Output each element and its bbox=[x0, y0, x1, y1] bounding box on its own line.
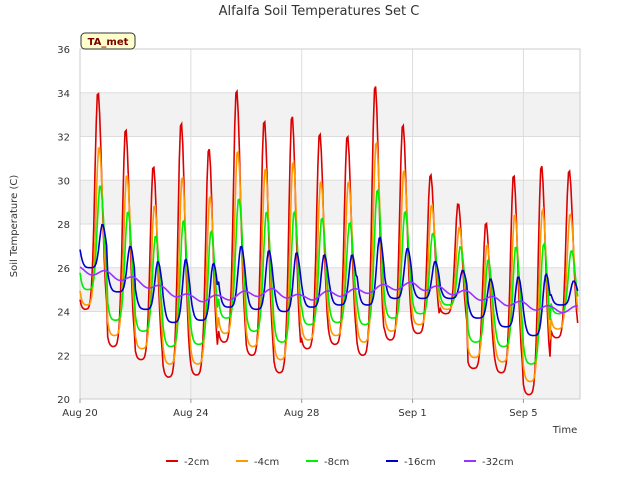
station-badge: TA_met bbox=[80, 32, 136, 50]
x-tick-label: Aug 24 bbox=[173, 408, 208, 419]
y-tick-label: 28 bbox=[57, 220, 70, 231]
x-tick-label: Sep 5 bbox=[509, 408, 537, 419]
legend-label: -16cm bbox=[404, 457, 436, 468]
legend: -2cm -4cm -8cm -16cm -32cm bbox=[166, 457, 514, 468]
x-tick-label: Aug 20 bbox=[62, 408, 97, 419]
series-line-minus-4cm bbox=[79, 140, 579, 383]
y-tick-label: 34 bbox=[57, 89, 70, 100]
station-badge-box bbox=[80, 32, 136, 50]
chart-title: Alfalfa Soil Temperatures Set C bbox=[219, 4, 420, 19]
legend-label: -4cm bbox=[254, 457, 279, 468]
station-badge-label: TA_met bbox=[88, 37, 129, 48]
plot-band bbox=[80, 92, 580, 137]
series-line-minus-8cm bbox=[79, 185, 579, 365]
y-tick-label: 24 bbox=[57, 308, 70, 319]
legend-label: -8cm bbox=[324, 457, 349, 468]
series-layer bbox=[79, 86, 579, 396]
x-tick-label: Sep 1 bbox=[398, 408, 426, 419]
y-tick-label: 36 bbox=[57, 45, 70, 56]
y-tick-label: 32 bbox=[57, 133, 70, 144]
plot-band bbox=[80, 180, 580, 224]
legend-label: -2cm bbox=[184, 457, 209, 468]
y-tick-label: 26 bbox=[57, 264, 70, 275]
axis-ticks: 20 22 24 26 28 30 32 34 36 Aug 20 Aug 24 Aug 28 Sep … bbox=[57, 45, 537, 419]
y-tick-label: 20 bbox=[57, 395, 70, 406]
series-line-minus-32cm bbox=[79, 266, 578, 314]
x-axis-title: Time bbox=[552, 425, 577, 436]
y-axis-title: Soil Temperature (C) bbox=[9, 175, 20, 278]
y-tick-label: 22 bbox=[57, 351, 70, 362]
x-tick-label: Aug 28 bbox=[284, 408, 319, 419]
series-line-minus-2cm bbox=[79, 86, 579, 396]
plot-border bbox=[79, 48, 581, 400]
plot-bands bbox=[80, 92, 580, 399]
legend-label: -32cm bbox=[482, 457, 514, 468]
y-tick-label: 30 bbox=[57, 176, 70, 187]
